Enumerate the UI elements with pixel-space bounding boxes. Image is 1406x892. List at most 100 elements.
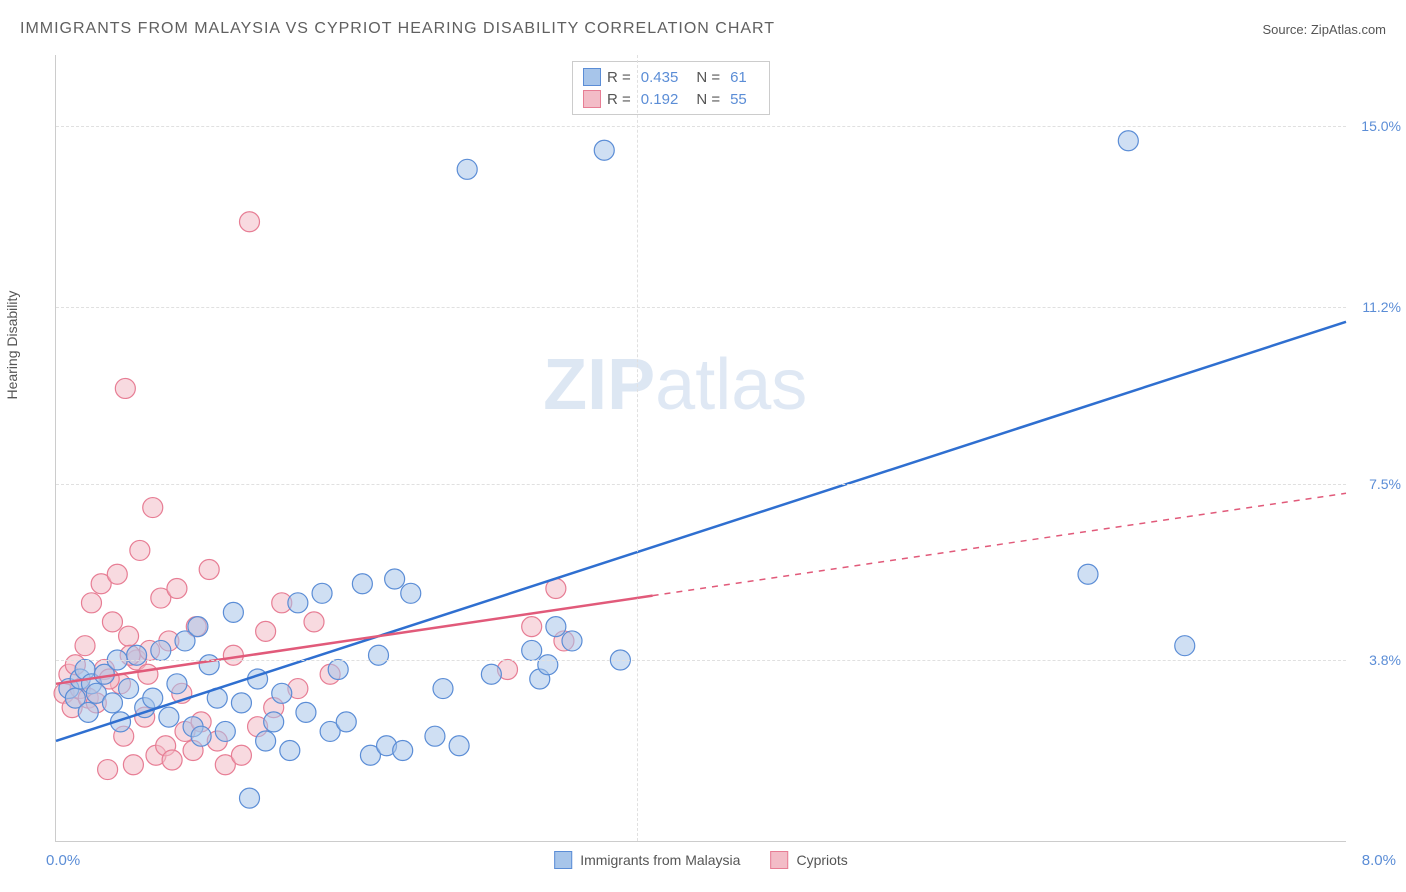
data-point: [162, 750, 182, 770]
data-point: [546, 617, 566, 637]
data-point: [272, 683, 292, 703]
legend-swatch-2: [770, 851, 788, 869]
data-point: [1078, 564, 1098, 584]
data-point: [240, 788, 260, 808]
data-point: [385, 569, 405, 589]
data-point: [369, 645, 389, 665]
stats-row-1: R = 0.435 N = 61: [583, 66, 759, 88]
data-point: [312, 583, 332, 603]
legend-bottom: Immigrants from Malaysia Cypriots: [554, 851, 848, 869]
stats-n-value-2: 55: [730, 91, 747, 108]
data-point: [159, 707, 179, 727]
data-point: [522, 617, 542, 637]
stats-swatch-2: [583, 90, 601, 108]
source-attribution: Source: ZipAtlas.com: [1262, 22, 1386, 37]
data-point: [1175, 636, 1195, 656]
stats-row-2: R = 0.192 N = 55: [583, 88, 759, 110]
gridline-h: [56, 307, 1346, 308]
data-point: [107, 564, 127, 584]
data-point: [102, 612, 122, 632]
stats-r-value-2: 0.192: [641, 91, 679, 108]
data-point: [433, 679, 453, 699]
chart-title: IMMIGRANTS FROM MALAYSIA VS CYPRIOT HEAR…: [20, 20, 775, 38]
y-axis-label: Hearing Disability: [4, 291, 20, 400]
data-point: [280, 740, 300, 760]
data-point: [119, 679, 139, 699]
gridline-h: [56, 660, 1346, 661]
data-point: [256, 621, 276, 641]
data-point: [223, 602, 243, 622]
data-point: [401, 583, 421, 603]
data-point: [1118, 131, 1138, 151]
plot-svg: [56, 55, 1346, 841]
trend-line-extrapolated: [653, 493, 1346, 595]
data-point: [223, 645, 243, 665]
data-point: [188, 617, 208, 637]
data-point: [352, 574, 372, 594]
data-point: [191, 726, 211, 746]
gridline-h: [56, 126, 1346, 127]
y-tick-label: 11.2%: [1362, 299, 1401, 315]
data-point: [449, 736, 469, 756]
data-point: [288, 593, 308, 613]
data-point: [256, 731, 276, 751]
data-point: [167, 579, 187, 599]
stats-n-label: N =: [696, 69, 720, 86]
data-point: [78, 702, 98, 722]
data-point: [240, 212, 260, 232]
data-point: [231, 745, 251, 765]
data-point: [81, 593, 101, 613]
data-point: [296, 702, 316, 722]
data-point: [522, 640, 542, 660]
data-point: [264, 712, 284, 732]
stats-r-value-1: 0.435: [641, 69, 679, 86]
stats-n-value-1: 61: [730, 69, 747, 86]
data-point: [102, 693, 122, 713]
data-point: [215, 721, 235, 741]
data-point: [75, 636, 95, 656]
legend-label-1: Immigrants from Malaysia: [580, 852, 740, 868]
y-tick-label: 15.0%: [1361, 118, 1401, 134]
data-point: [98, 760, 118, 780]
chart-container: IMMIGRANTS FROM MALAYSIA VS CYPRIOT HEAR…: [0, 0, 1406, 892]
data-point: [562, 631, 582, 651]
legend-swatch-1: [554, 851, 572, 869]
data-point: [143, 498, 163, 518]
legend-item-2: Cypriots: [770, 851, 847, 869]
stats-box: R = 0.435 N = 61 R = 0.192 N = 55: [572, 61, 770, 115]
stats-n-label-2: N =: [696, 91, 720, 108]
stats-r-label-2: R =: [607, 91, 631, 108]
legend-item-1: Immigrants from Malaysia: [554, 851, 740, 869]
gridline-v: [637, 55, 638, 841]
data-point: [199, 655, 219, 675]
data-point: [538, 655, 558, 675]
data-point: [143, 688, 163, 708]
data-point: [199, 559, 219, 579]
data-point: [119, 626, 139, 646]
data-point: [123, 755, 143, 775]
plot-area: ZIPatlas R = 0.435 N = 61 R = 0.192 N = …: [55, 55, 1346, 842]
trend-line: [56, 322, 1346, 741]
y-tick-label: 7.5%: [1369, 476, 1401, 492]
data-point: [167, 674, 187, 694]
data-point: [115, 378, 135, 398]
x-tick-right: 8.0%: [1362, 852, 1396, 869]
data-point: [393, 740, 413, 760]
data-point: [425, 726, 445, 746]
data-point: [594, 140, 614, 160]
data-point: [304, 612, 324, 632]
data-point: [151, 640, 171, 660]
data-point: [457, 159, 477, 179]
data-point: [138, 664, 158, 684]
legend-label-2: Cypriots: [796, 852, 847, 868]
data-point: [336, 712, 356, 732]
data-point: [481, 664, 501, 684]
data-point: [328, 660, 348, 680]
stats-swatch-1: [583, 68, 601, 86]
x-tick-left: 0.0%: [46, 852, 80, 869]
y-tick-label: 3.8%: [1369, 652, 1401, 668]
gridline-h: [56, 484, 1346, 485]
data-point: [127, 645, 147, 665]
data-point: [231, 693, 251, 713]
data-point: [130, 540, 150, 560]
